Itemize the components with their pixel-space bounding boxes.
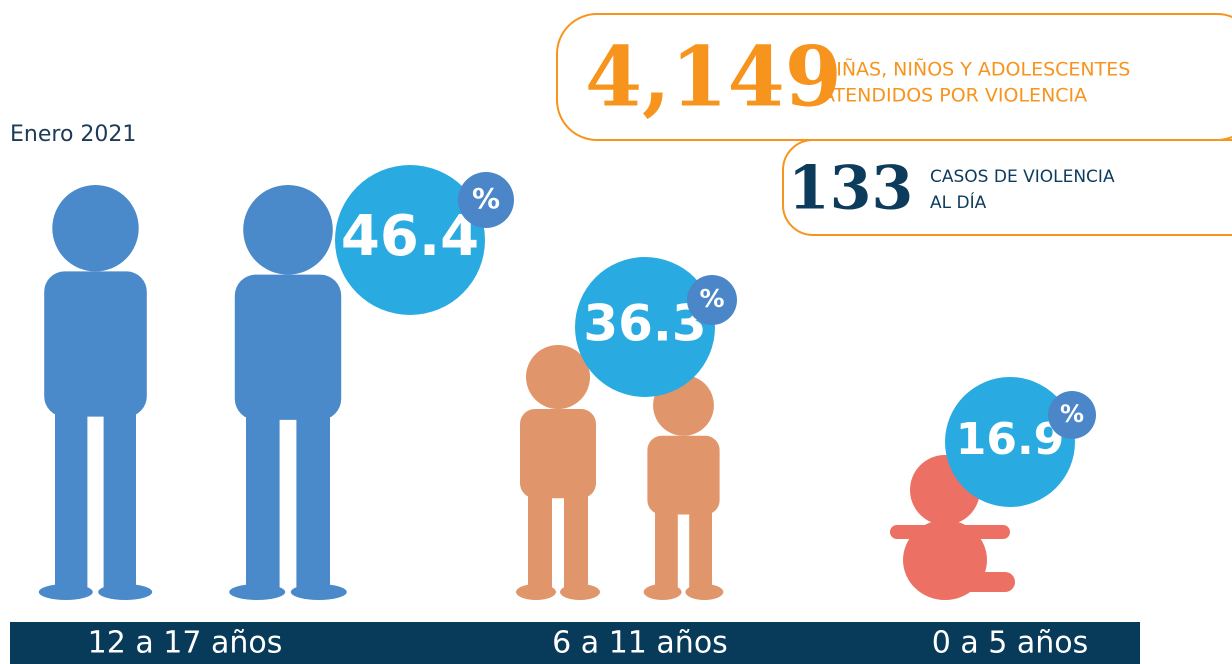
date: Enero 2021	[10, 122, 136, 147]
leg	[246, 399, 280, 592]
torso	[234, 274, 342, 420]
value-circle	[945, 377, 1075, 507]
label-bar	[10, 622, 1140, 664]
shoe	[643, 584, 682, 600]
silhouette	[643, 375, 724, 600]
torso	[647, 435, 720, 515]
value: 36.3	[583, 295, 706, 353]
value: 16.9	[956, 414, 1065, 465]
per-day-line2: AL DÍA	[930, 191, 987, 213]
per-day-line1: CASOS DE VIOLENCIA	[930, 167, 1115, 187]
head	[243, 185, 333, 275]
group-label: 12 a 17 años	[88, 626, 283, 661]
group-label: 6 a 11 años	[552, 626, 728, 661]
per-day-number: 133	[788, 154, 913, 224]
torso	[520, 409, 596, 499]
baby	[890, 455, 1015, 600]
group-label: 0 a 5 años	[932, 626, 1089, 661]
shoe	[229, 584, 286, 600]
leg	[103, 395, 136, 592]
silhouette	[516, 345, 600, 600]
shoe	[685, 584, 724, 600]
shoe	[38, 584, 93, 600]
total-line2: ATENDIDOS POR VIOLENCIA	[822, 85, 1087, 107]
shoe	[290, 584, 347, 600]
shoe	[98, 584, 153, 600]
unit: %	[1060, 400, 1084, 428]
shoe	[560, 584, 600, 600]
shoe	[516, 584, 556, 600]
groups: 12 a 17 años 46.4% 6 a 11 años 36.3% 0 a 5 a…	[88, 165, 1096, 661]
arm	[890, 525, 1010, 539]
head	[526, 345, 590, 409]
value: 46.4	[341, 204, 479, 269]
unit: %	[699, 284, 724, 313]
leg	[528, 485, 552, 592]
unit-badge	[687, 275, 737, 325]
leg	[296, 399, 330, 592]
total-number: 4,149	[585, 29, 842, 125]
total-line1: NIÑAS, NIÑOS Y ADOLESCENTES	[822, 58, 1130, 81]
unit-badge	[458, 172, 514, 228]
value-circle	[575, 257, 715, 397]
value-circle	[335, 165, 485, 315]
leg	[655, 503, 678, 592]
leg	[960, 572, 1015, 592]
leg	[689, 503, 712, 592]
silhouettes	[38, 185, 1015, 600]
leg	[564, 485, 588, 592]
leg	[55, 395, 88, 592]
head	[52, 185, 139, 272]
silhouette	[38, 185, 153, 600]
unit-badge	[1048, 391, 1096, 439]
per-day-box	[782, 139, 1232, 236]
unit: %	[472, 182, 500, 215]
torso	[44, 271, 147, 417]
silhouette	[229, 185, 347, 600]
